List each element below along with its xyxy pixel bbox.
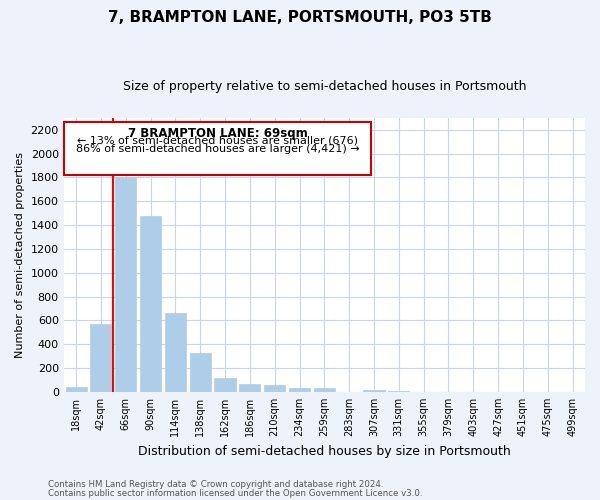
Bar <box>388 390 409 392</box>
Bar <box>140 216 161 392</box>
Text: 7, BRAMPTON LANE, PORTSMOUTH, PO3 5TB: 7, BRAMPTON LANE, PORTSMOUTH, PO3 5TB <box>108 10 492 25</box>
Text: Contains HM Land Registry data © Crown copyright and database right 2024.: Contains HM Land Registry data © Crown c… <box>48 480 383 489</box>
Bar <box>314 388 335 392</box>
X-axis label: Distribution of semi-detached houses by size in Portsmouth: Distribution of semi-detached houses by … <box>138 444 511 458</box>
Bar <box>289 388 310 392</box>
FancyBboxPatch shape <box>64 122 371 176</box>
Y-axis label: Number of semi-detached properties: Number of semi-detached properties <box>15 152 25 358</box>
Title: Size of property relative to semi-detached houses in Portsmouth: Size of property relative to semi-detach… <box>122 80 526 93</box>
Bar <box>165 314 186 392</box>
Bar <box>115 178 136 392</box>
Bar <box>264 385 285 392</box>
Bar <box>239 384 260 392</box>
Bar <box>214 378 236 392</box>
Text: 86% of semi-detached houses are larger (4,421) →: 86% of semi-detached houses are larger (… <box>76 144 359 154</box>
Text: ← 13% of semi-detached houses are smaller (676): ← 13% of semi-detached houses are smalle… <box>77 136 358 145</box>
Text: Contains public sector information licensed under the Open Government Licence v3: Contains public sector information licen… <box>48 488 422 498</box>
Text: 7 BRAMPTON LANE: 69sqm: 7 BRAMPTON LANE: 69sqm <box>128 128 307 140</box>
Bar <box>65 387 86 392</box>
Bar <box>91 324 112 392</box>
Bar <box>190 353 211 392</box>
Bar <box>364 390 385 392</box>
